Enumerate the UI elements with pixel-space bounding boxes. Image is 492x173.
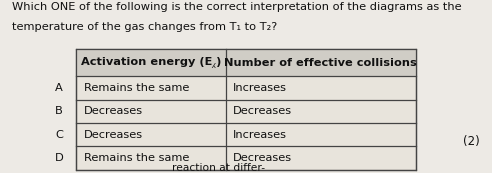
Text: A: A (55, 83, 63, 93)
Text: Activation energy (E⁁): Activation energy (E⁁) (81, 57, 221, 68)
Text: Decreases: Decreases (233, 106, 292, 116)
Text: Increases: Increases (233, 83, 287, 93)
Text: B: B (55, 106, 63, 116)
Text: Decreases: Decreases (84, 106, 143, 116)
Text: reaction at differ-: reaction at differ- (172, 163, 265, 173)
Text: D: D (55, 153, 63, 163)
Text: Decreases: Decreases (233, 153, 292, 163)
Text: C: C (55, 130, 63, 140)
Text: Increases: Increases (233, 130, 287, 140)
Text: Number of effective collisions: Number of effective collisions (224, 58, 417, 68)
Text: Remains the same: Remains the same (84, 153, 189, 163)
Text: Which ONE of the following is the correct interpretation of the diagrams as the: Which ONE of the following is the correc… (12, 2, 462, 12)
Text: (2): (2) (463, 135, 480, 148)
Text: temperature of the gas changes from T₁ to T₂?: temperature of the gas changes from T₁ t… (12, 22, 277, 33)
Text: Remains the same: Remains the same (84, 83, 189, 93)
Text: Decreases: Decreases (84, 130, 143, 140)
